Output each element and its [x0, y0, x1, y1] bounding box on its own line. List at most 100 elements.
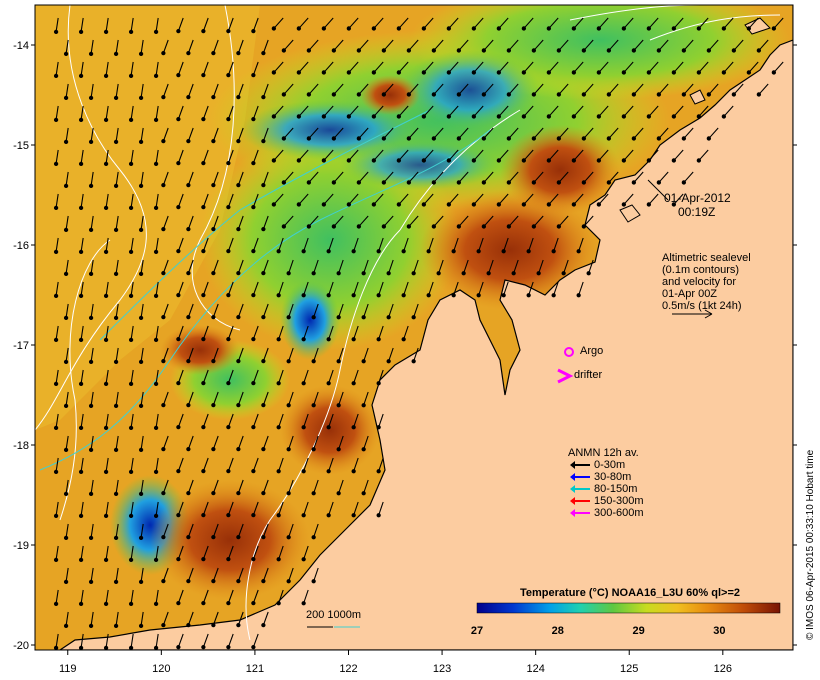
velocity-arrow [202, 369, 209, 384]
velocity-arrow [658, 127, 669, 139]
velocity-arrow-head [546, 70, 552, 75]
velocity-arrow [262, 567, 269, 582]
velocity-arrow-head [211, 491, 216, 496]
velocity-arrow-head [286, 315, 291, 320]
velocity-arrow-head [401, 249, 406, 254]
velocity-arrow [333, 83, 344, 95]
velocity-arrow [398, 149, 409, 161]
velocity-arrow-head [128, 557, 134, 562]
velocity-arrow [353, 325, 359, 340]
velocity-arrow [683, 171, 694, 183]
velocity-arrow-head [521, 26, 527, 31]
velocity-arrow-head [211, 95, 216, 100]
velocity-arrow-head [88, 623, 94, 628]
warm-water-band [35, 5, 260, 430]
velocity-arrow-head [211, 271, 216, 276]
velocity-arrow [498, 17, 509, 29]
velocity-arrow-head [176, 645, 181, 650]
velocity-arrow-head [88, 139, 94, 144]
velocity-arrow [140, 391, 144, 406]
velocity-arrow-head [236, 403, 241, 408]
velocity-arrow-head [526, 293, 531, 298]
velocity-arrow-head [446, 70, 452, 75]
velocity-arrow [598, 193, 609, 205]
velocity-arrow [227, 413, 234, 428]
velocity-arrow-head [346, 70, 352, 75]
velocity-arrow-head [113, 623, 119, 628]
velocity-arrow-head [261, 403, 266, 408]
velocity-arrow-head [53, 337, 59, 342]
velocity-arrow [115, 523, 119, 538]
velocity-arrow [65, 259, 69, 274]
velocity-arrow-head [63, 271, 69, 276]
velocity-arrow-head [746, 70, 752, 75]
velocity-arrow [155, 413, 159, 428]
velocity-arrow-head [376, 425, 381, 430]
velocity-arrow [65, 83, 69, 98]
velocity-arrow-head [356, 92, 362, 97]
velocity-arrow [177, 501, 184, 516]
velocity-arrow-head [63, 139, 69, 144]
velocity-arrow [448, 17, 459, 29]
velocity-arrow-head [226, 205, 231, 210]
velocity-arrow-head [128, 161, 134, 166]
velocity-arrow [105, 457, 109, 472]
velocity-arrow-head [506, 180, 512, 185]
velocity-arrow-head [281, 48, 287, 53]
velocity-arrow [428, 237, 434, 252]
velocity-arrow-head [153, 73, 159, 78]
velocity-arrow-head [251, 205, 256, 210]
velocity-arrow-head [551, 293, 556, 298]
velocity-arrow [288, 479, 294, 494]
velocity-arrow-head [631, 92, 637, 97]
velocity-arrow [162, 303, 169, 318]
velocity-arrow [90, 611, 94, 626]
velocity-arrow [298, 105, 309, 117]
isobath-label: 200 1000m [306, 609, 362, 621]
velocity-arrow-head [451, 293, 456, 298]
anmn-legend-label: 300-600m [594, 507, 644, 519]
velocity-arrow [278, 281, 284, 296]
velocity-arrow [105, 61, 109, 76]
velocity-arrow [187, 303, 194, 318]
velocity-arrow-head [128, 425, 134, 430]
velocity-arrow [408, 215, 419, 227]
velocity-arrow-head [201, 513, 206, 518]
velocity-arrow-head [646, 158, 652, 163]
velocity-arrow [773, 61, 784, 73]
velocity-arrow-head [331, 224, 337, 229]
velocity-arrow [358, 127, 369, 139]
velocity-arrow [237, 83, 244, 98]
island [689, 89, 706, 105]
velocity-arrow-head [381, 48, 387, 53]
velocity-arrow [155, 17, 159, 32]
velocity-arrow [508, 127, 519, 139]
velocity-arrow-head [386, 271, 391, 276]
velocity-arrow-head [351, 293, 356, 298]
velocity-arrow [202, 457, 209, 472]
velocity-arrow-head [226, 73, 231, 78]
velocity-arrow [80, 413, 84, 428]
velocity-arrow [140, 347, 144, 362]
velocity-arrow-head [63, 51, 69, 56]
velocity-arrow-head [281, 136, 287, 141]
velocity-arrow-head [88, 535, 94, 540]
velocity-arrow-head [301, 249, 306, 254]
velocity-arrow [115, 347, 119, 362]
velocity-arrow-head [756, 48, 762, 53]
velocity-arrow [130, 501, 134, 516]
velocity-arrow-head [186, 271, 191, 276]
velocity-arrow-head [186, 535, 191, 540]
velocity-arrow [55, 633, 59, 648]
velocity-arrow-head [456, 180, 462, 185]
velocity-arrow-head [161, 623, 166, 628]
velocity-arrow-head [571, 114, 577, 119]
velocity-arrow [303, 413, 309, 428]
velocity-arrow-head [153, 249, 159, 254]
velocity-arrow-head [153, 381, 159, 386]
velocity-arrow-head [556, 180, 562, 185]
velocity-arrow-head [226, 249, 231, 254]
velocity-arrow-head [78, 469, 84, 474]
velocity-arrow-head [153, 601, 159, 606]
velocity-arrow-head [426, 293, 431, 298]
